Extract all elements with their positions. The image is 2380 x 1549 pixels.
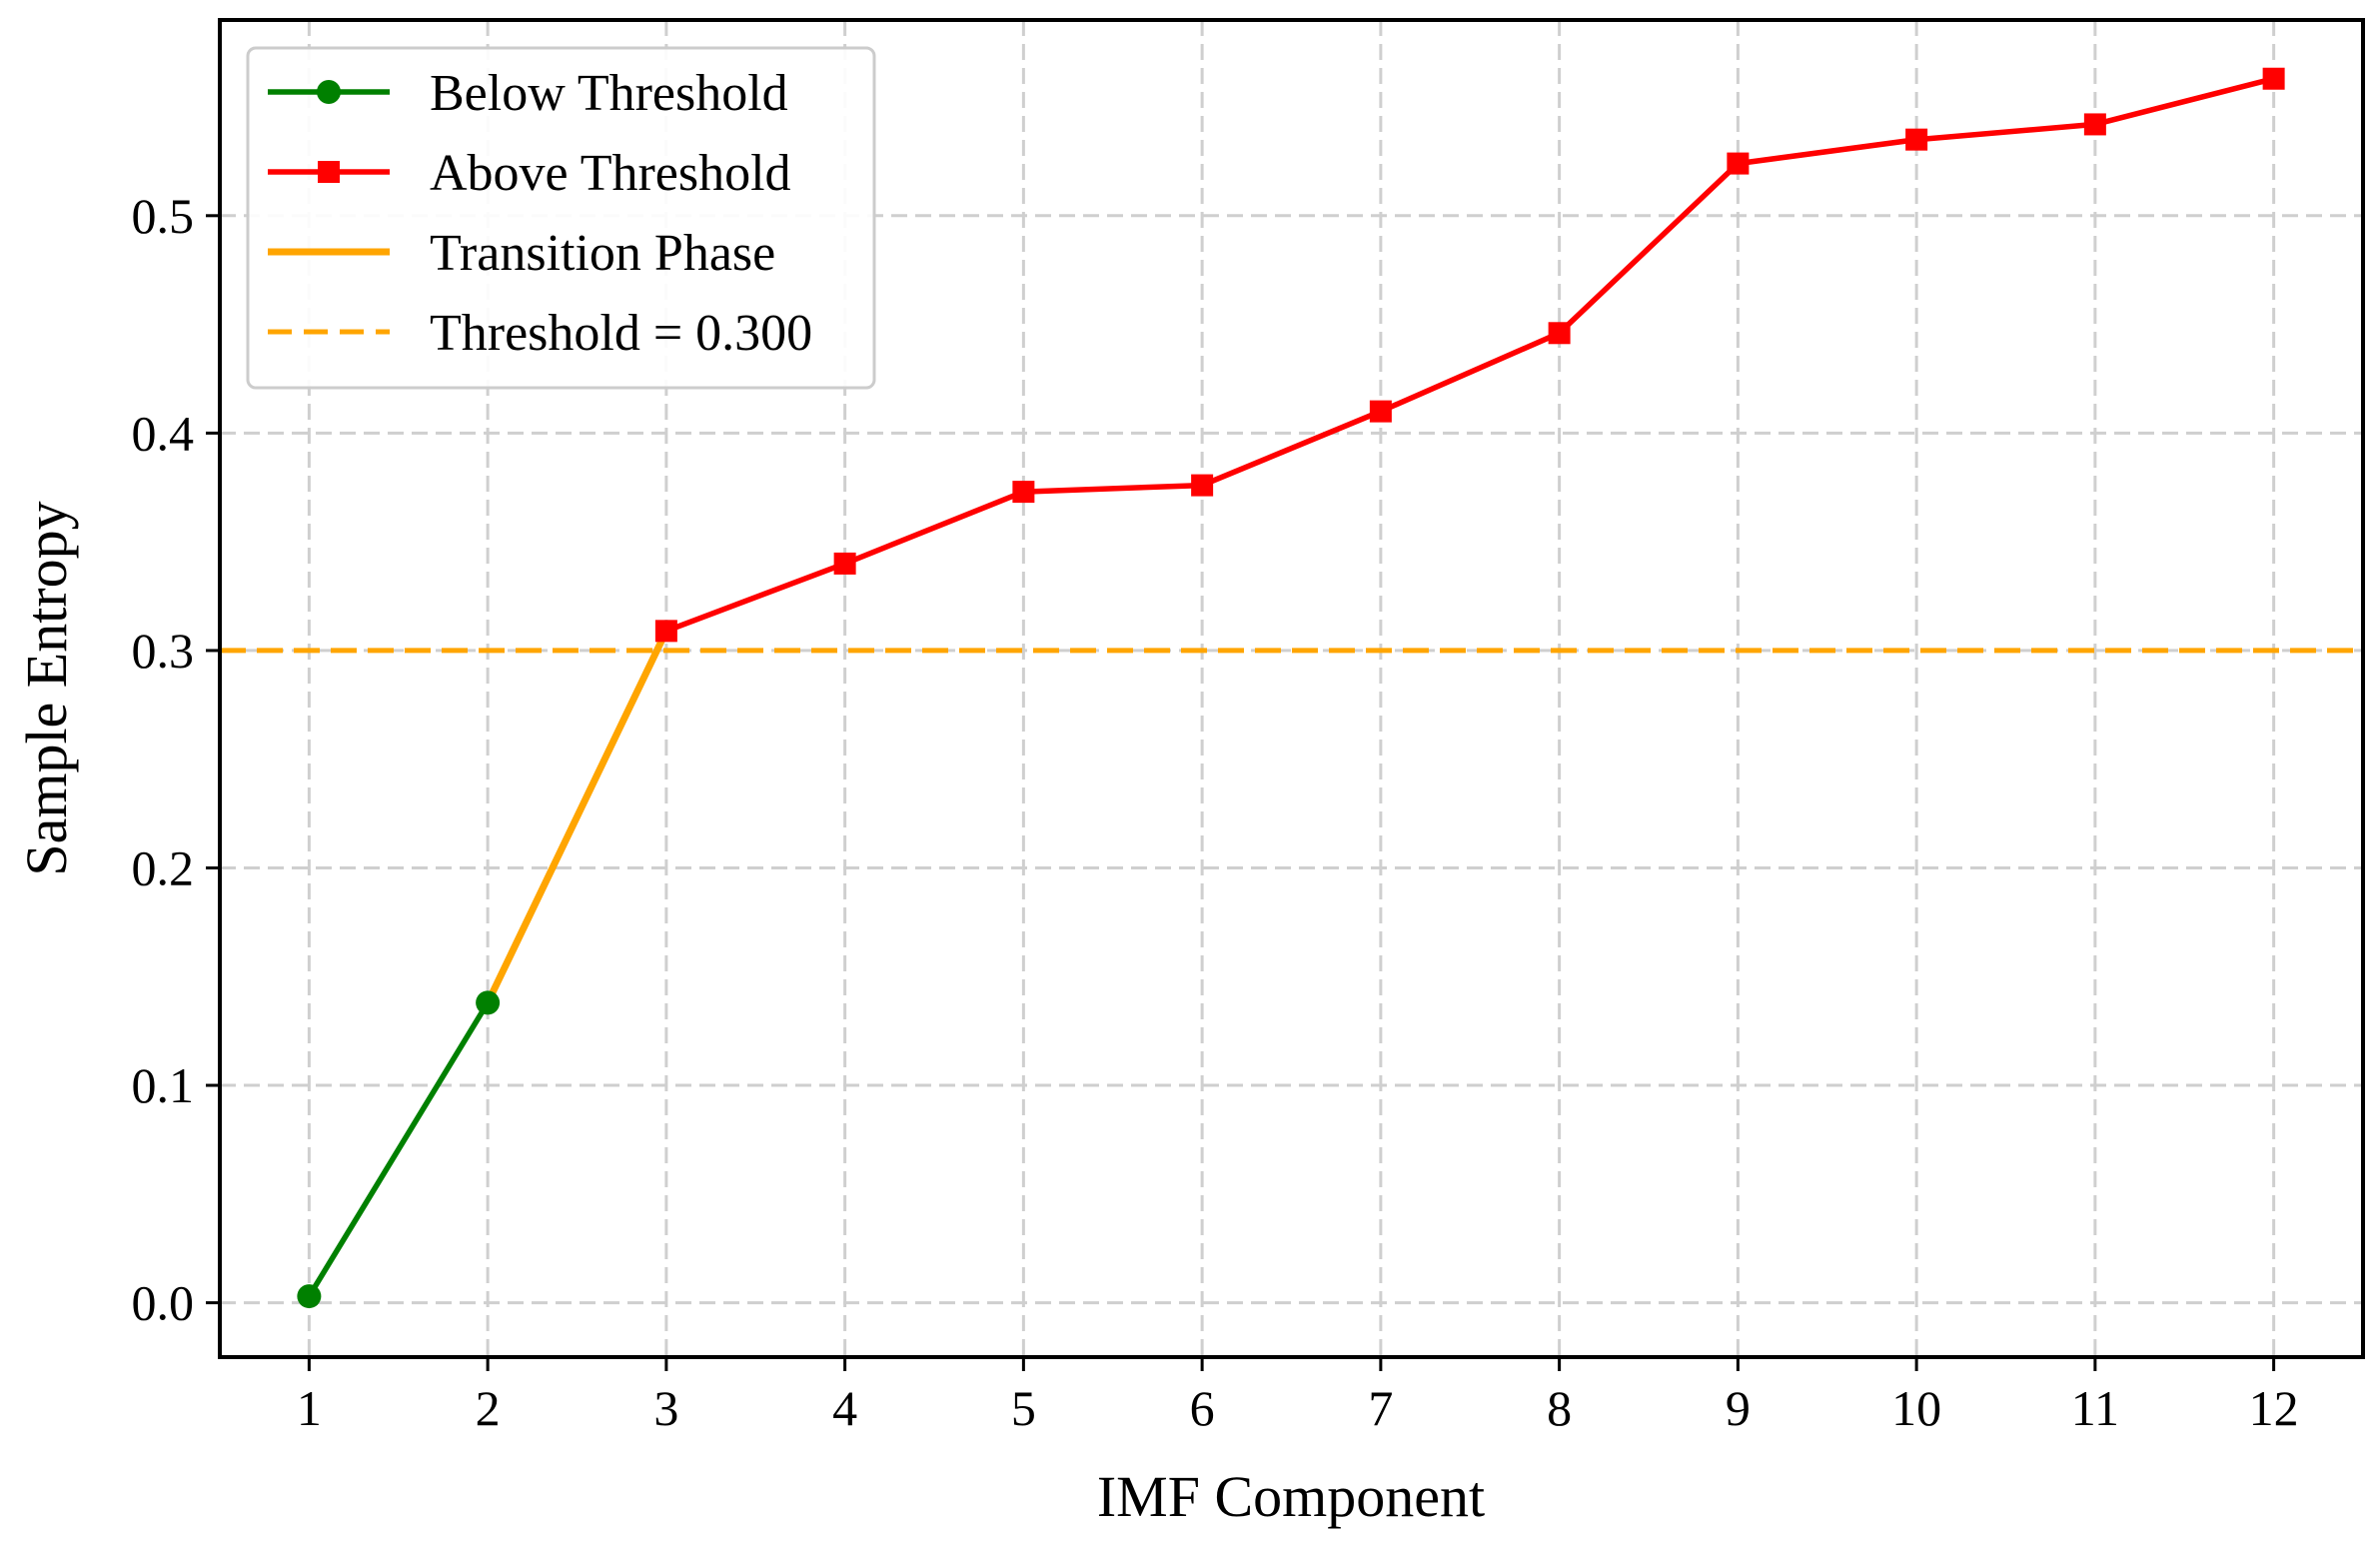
above-threshold-point (1727, 152, 1750, 175)
above-threshold-point (1548, 322, 1571, 345)
below-threshold-line (306, 999, 491, 1299)
below-threshold-point (476, 990, 501, 1015)
x-tick-label: 5 (1011, 1380, 1036, 1436)
legend-threshold-0-300-label: Threshold = 0.300 (430, 305, 812, 362)
x-tick-label: 11 (2071, 1380, 2119, 1436)
legend-transition-phase-label: Transition Phase (430, 225, 775, 282)
x-tick-label: 10 (1891, 1380, 1941, 1436)
above-threshold-point (1012, 481, 1035, 504)
y-tick-label: 0.2 (132, 839, 195, 895)
above-threshold-point (2262, 67, 2285, 90)
x-tick-label: 3 (653, 1380, 678, 1436)
y-tick-label: 0.3 (132, 623, 195, 679)
x-tick-label: 2 (476, 1380, 501, 1436)
x-tick-label: 7 (1368, 1380, 1393, 1436)
legend-below-threshold-label: Below Threshold (430, 65, 788, 122)
legend-above-threshold-marker (318, 161, 340, 183)
legend-below-threshold-marker (317, 80, 341, 104)
above-threshold-point (1191, 474, 1214, 497)
y-tick-label: 0.4 (132, 405, 195, 461)
y-tick-label: 0.1 (132, 1057, 195, 1113)
x-tick-label: 9 (1726, 1380, 1751, 1436)
above-threshold-line (663, 75, 2277, 635)
legend: Below Threshold Above Threshold Transition… (246, 46, 876, 390)
x-tick-label: 8 (1547, 1380, 1572, 1436)
transition-phase-line (484, 627, 670, 1006)
above-threshold-point (833, 552, 856, 575)
x-axis-label: IMF Component (1097, 1464, 1485, 1529)
y-axis-label: Sample Entropy (14, 501, 79, 875)
x-tick-label: 1 (297, 1380, 322, 1436)
below-threshold-point (297, 1284, 322, 1309)
x-tick-label: 6 (1190, 1380, 1215, 1436)
legend-above-threshold-label: Above Threshold (430, 145, 791, 202)
above-threshold-point (1369, 400, 1392, 423)
series-layer (297, 67, 2285, 1309)
x-tick-label: 12 (2249, 1380, 2299, 1436)
axis-ticks: 1 2 3 4 5 6 7 8 9 10 11 120.00.10.20.30.40.5 (132, 188, 2299, 1436)
y-tick-label: 0.5 (132, 188, 195, 244)
legend-box (246, 46, 876, 390)
above-threshold-point (2083, 113, 2106, 136)
plot-frame (218, 18, 2365, 1359)
above-threshold-point (1905, 128, 1928, 151)
above-threshold-point (654, 620, 677, 643)
y-tick-label: 0.0 (132, 1275, 195, 1331)
x-tick-label: 4 (832, 1380, 857, 1436)
